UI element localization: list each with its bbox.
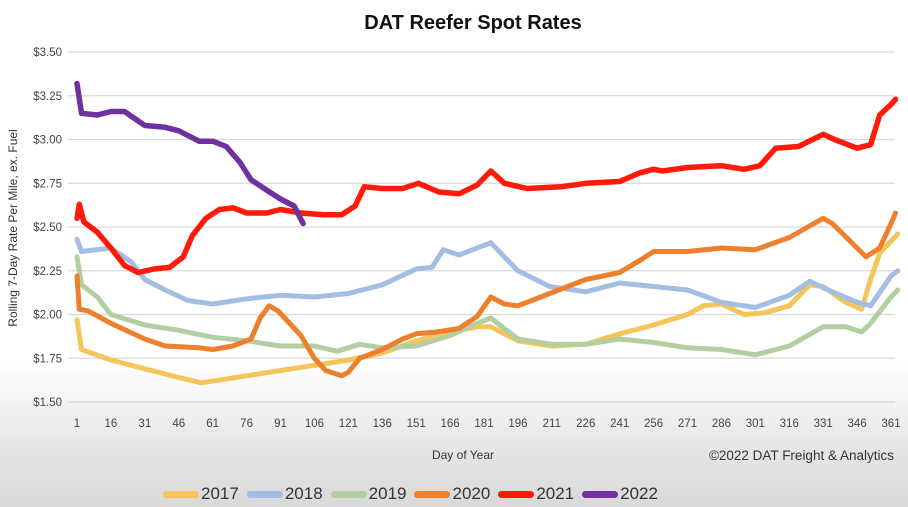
y-tick-label: $2.50 xyxy=(33,222,62,234)
y-tick-label: $3.00 xyxy=(33,135,62,147)
x-tick-label: 361 xyxy=(881,418,900,430)
copyright-credit: ©2022 DAT Freight & Analytics xyxy=(709,448,894,463)
legend-item-2019: 2019 xyxy=(330,484,407,504)
y-tick-label: $3.50 xyxy=(33,47,62,59)
x-tick-label: 61 xyxy=(206,418,219,430)
series-line-2020 xyxy=(74,210,898,379)
chart-title: DAT Reefer Spot Rates xyxy=(364,12,581,34)
x-tick-label: 346 xyxy=(847,418,866,430)
legend-item-2022: 2022 xyxy=(582,484,658,504)
legend-label: 2018 xyxy=(284,484,323,503)
x-tick-label: 91 xyxy=(274,418,287,430)
y-tick-label: $3.25 xyxy=(33,91,62,103)
x-tick-label: 76 xyxy=(240,418,253,430)
legend-swatch xyxy=(330,490,367,498)
x-tick-label: 46 xyxy=(172,418,185,430)
legend-swatch xyxy=(498,490,535,498)
y-tick-label: $1.75 xyxy=(33,353,62,365)
x-axis-ticks: 1 16 31 46 61 76 91 106 121 136 151 166 181 196 211 226… xyxy=(74,418,901,430)
x-tick-label: 181 xyxy=(474,418,493,430)
x-tick-label: 121 xyxy=(339,418,358,430)
legend-swatch xyxy=(163,490,199,498)
x-tick-label: 301 xyxy=(746,418,765,430)
legend-label: 2020 xyxy=(452,484,491,503)
series-lines xyxy=(74,80,901,386)
legend-item-2020: 2020 xyxy=(414,484,490,504)
x-tick-label: 136 xyxy=(373,418,392,430)
x-tick-label: 16 xyxy=(105,418,118,430)
legend-item-2017: 2017 xyxy=(163,484,239,504)
x-tick-label: 151 xyxy=(407,418,426,430)
legend: 2017 2018 2019 2020 2021 2022 xyxy=(163,484,666,504)
x-tick-label: 316 xyxy=(780,418,799,430)
x-tick-label: 106 xyxy=(305,418,324,430)
x-tick-label: 196 xyxy=(508,418,527,430)
series-line-2021 xyxy=(74,96,899,276)
legend-item-2018: 2018 xyxy=(246,484,323,504)
x-tick-label: 31 xyxy=(138,418,151,430)
x-tick-label: 271 xyxy=(678,418,697,430)
x-tick-label: 241 xyxy=(610,418,629,430)
x-tick-label: 211 xyxy=(543,418,561,430)
legend-label: 2017 xyxy=(201,484,239,503)
x-tick-label: 1 xyxy=(74,418,80,430)
legend-swatch xyxy=(414,490,451,498)
legend-swatch xyxy=(582,490,619,498)
legend-label: 2021 xyxy=(536,484,575,503)
x-tick-label: 286 xyxy=(712,418,731,430)
legend-item-2021: 2021 xyxy=(498,484,574,504)
y-tick-label: $2.25 xyxy=(33,266,62,278)
y-axis-label: Rolling 7-Day Rate Per Mile, ex. Fuel xyxy=(6,129,20,326)
y-axis-ticks: $1.50 $1.75 $2.00 $2.25 $2.50 $2.75 $3.00 $3.25… xyxy=(33,47,62,409)
series-line-2017 xyxy=(74,231,901,386)
y-tick-label: $2.00 xyxy=(33,310,62,322)
x-tick-label: 256 xyxy=(644,418,663,430)
legend-label: 2019 xyxy=(368,484,407,503)
x-tick-label: 226 xyxy=(576,418,595,430)
x-tick-label: 331 xyxy=(814,418,833,430)
x-axis-label: Day of Year xyxy=(432,448,494,462)
series-line-2018 xyxy=(74,236,901,310)
y-tick-label: $2.75 xyxy=(33,178,62,190)
y-tick-label: $1.50 xyxy=(33,397,62,409)
series-line-2019 xyxy=(74,254,901,358)
legend-swatch xyxy=(246,490,283,498)
legend-label: 2022 xyxy=(620,484,658,503)
series-line-2022 xyxy=(74,80,306,227)
x-tick-label: 166 xyxy=(440,418,459,430)
